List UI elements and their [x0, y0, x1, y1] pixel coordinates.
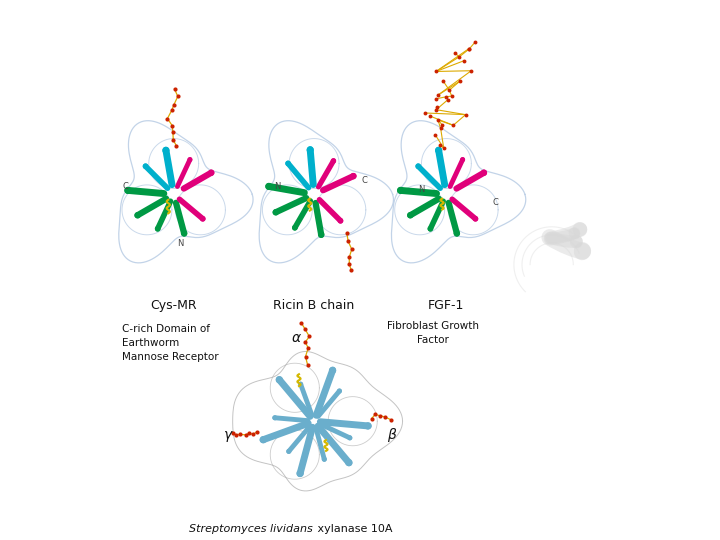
Text: Cys-MR: Cys-MR	[150, 299, 197, 312]
Text: Fibroblast Growth
Factor: Fibroblast Growth Factor	[387, 321, 479, 345]
Text: Streptomyces lividans: Streptomyces lividans	[189, 524, 313, 534]
Text: FGF-1: FGF-1	[428, 299, 464, 312]
Text: N: N	[274, 182, 281, 191]
Text: C: C	[492, 198, 498, 207]
Text: xylanase 10A: xylanase 10A	[314, 524, 392, 534]
Text: α: α	[292, 330, 301, 345]
Text: C: C	[361, 177, 367, 185]
Text: N: N	[418, 185, 425, 193]
Text: Ricin B chain: Ricin B chain	[274, 299, 355, 312]
Text: N: N	[177, 239, 184, 248]
Text: γ: γ	[224, 428, 232, 442]
Text: β: β	[387, 428, 396, 442]
Text: C: C	[122, 182, 128, 191]
Text: C-rich Domain of
Earthworm
Mannose Receptor: C-rich Domain of Earthworm Mannose Recep…	[122, 324, 219, 362]
